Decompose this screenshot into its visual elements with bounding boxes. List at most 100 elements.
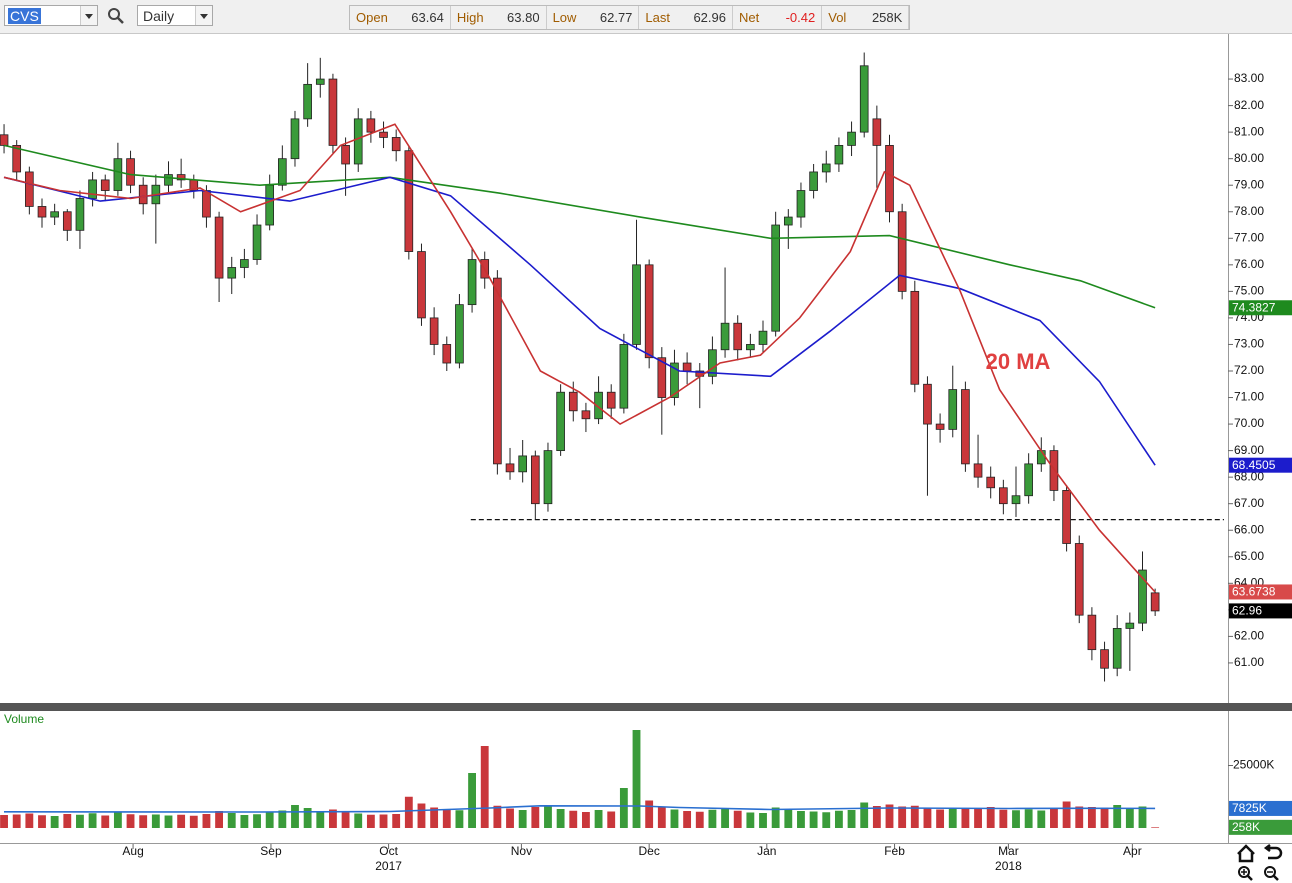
volume-bar — [139, 815, 148, 828]
volume-bar — [303, 808, 312, 828]
symbol-input[interactable]: CVS — [4, 5, 98, 26]
candle-body — [961, 389, 970, 465]
candle-body — [379, 131, 388, 138]
volume-bar — [607, 811, 616, 828]
volume-bar — [632, 730, 641, 828]
candle-body — [632, 264, 641, 345]
volume-title: Volume — [4, 712, 44, 726]
volume-bar — [253, 814, 261, 828]
volume-bar — [961, 808, 970, 828]
candle-body — [265, 184, 275, 226]
volume-bar — [1087, 807, 1096, 828]
candle-body — [670, 362, 679, 398]
candle-body — [859, 65, 869, 133]
quote-value: 63.64 — [411, 10, 444, 25]
volume-bar — [25, 813, 34, 828]
undo-icon[interactable] — [1263, 844, 1283, 860]
volume-bar — [1151, 827, 1160, 828]
zoom-in-icon[interactable] — [1238, 866, 1253, 881]
interval-dropdown[interactable] — [195, 6, 212, 25]
candle-body — [847, 131, 856, 146]
y-tick-label: 68.00 — [1234, 469, 1264, 483]
y-tick-label: 81.00 — [1234, 124, 1264, 138]
candle-body — [682, 362, 692, 372]
y-tick-label: 66.00 — [1234, 522, 1264, 536]
candle-body — [897, 211, 907, 292]
volume-bar — [860, 802, 869, 828]
volume-bar — [1075, 806, 1084, 828]
volume-bar — [986, 807, 995, 828]
symbol-dropdown[interactable] — [80, 6, 97, 25]
candle-body — [1074, 543, 1084, 616]
zoom-out-icon[interactable] — [1264, 866, 1279, 881]
volume-bar — [493, 805, 502, 828]
x-tick-label: Dec — [638, 844, 659, 858]
candle-body — [606, 391, 616, 409]
candle-body — [809, 171, 818, 191]
candle-body — [404, 150, 414, 252]
x-tick-label: Apr — [1123, 844, 1142, 858]
candle-body — [1125, 622, 1135, 629]
quote-field: Low 62.77 — [547, 6, 640, 29]
x-tick-label: Feb — [884, 844, 905, 858]
volume-bar — [468, 773, 476, 828]
quote-field: High 63.80 — [451, 6, 547, 29]
candle-body — [12, 145, 22, 173]
search-icon[interactable] — [107, 7, 125, 25]
volume-bar — [189, 815, 198, 828]
candle-body — [290, 118, 300, 160]
ma-tag-bg — [1229, 300, 1292, 316]
candle-body — [455, 304, 464, 364]
nav-icons — [1237, 844, 1283, 881]
candle-body — [834, 145, 844, 165]
candle-body — [999, 487, 1008, 505]
volume-bar — [885, 804, 894, 828]
home-icon[interactable] — [1237, 844, 1255, 863]
candle-body — [986, 476, 996, 489]
quote-field: Vol 258K — [822, 6, 910, 29]
volume-bar — [784, 809, 793, 828]
candle-body — [885, 145, 894, 213]
candle-body — [1100, 649, 1109, 669]
candle-body — [1024, 463, 1033, 497]
y-tick-label: 78.00 — [1234, 204, 1264, 218]
volume-bar — [354, 813, 363, 828]
candle-body — [202, 190, 211, 218]
volume-bar — [1037, 810, 1046, 828]
candle-body — [252, 224, 262, 260]
volume-bar — [480, 746, 489, 828]
volume-tick-label: 25000K — [1233, 758, 1274, 772]
volume-bar — [101, 815, 110, 828]
volume-bar — [1138, 806, 1147, 828]
volume-bar — [215, 811, 224, 828]
ma-tag-bg — [1229, 584, 1292, 600]
volume-bar — [202, 814, 211, 828]
candle-body — [821, 163, 831, 173]
volume-bar — [683, 811, 692, 828]
volume-bar — [430, 807, 439, 828]
candle-body — [138, 184, 148, 205]
candle-body — [581, 410, 591, 420]
candle-body — [594, 391, 603, 420]
quote-panel: Open 63.64 High 63.80 Low 62.77 Last 62.96 Net -0… — [349, 5, 911, 30]
pane-separator — [0, 703, 1292, 711]
candle-body — [353, 118, 363, 165]
last-price-tag-bg — [1229, 603, 1292, 619]
volume-bar — [923, 807, 932, 828]
candle-body — [315, 78, 325, 85]
interval: Daily — [143, 8, 175, 24]
interval-select[interactable]: Daily — [137, 5, 213, 26]
volume-bar — [771, 807, 780, 828]
volume-bar — [265, 812, 274, 828]
candle-body — [720, 322, 730, 351]
moving-average — [3, 176, 1156, 466]
candle-body — [214, 216, 224, 279]
quote-value: 62.77 — [599, 10, 633, 25]
volume-bar — [999, 809, 1008, 828]
volume-ma — [3, 804, 1156, 813]
volume-bar — [38, 815, 46, 828]
volume-bar — [177, 814, 186, 828]
volume-bar — [670, 809, 679, 828]
y-tick-label: 62.00 — [1234, 629, 1264, 643]
symbol: CVS — [8, 8, 41, 24]
